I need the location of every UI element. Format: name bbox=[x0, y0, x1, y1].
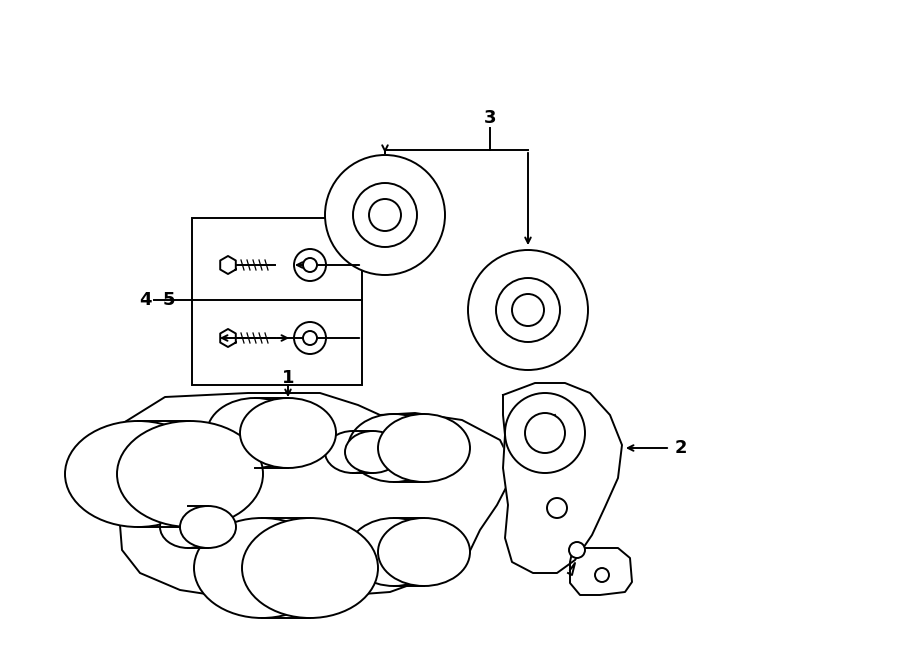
Circle shape bbox=[294, 249, 326, 281]
Ellipse shape bbox=[65, 421, 211, 527]
Ellipse shape bbox=[240, 398, 336, 468]
Ellipse shape bbox=[378, 518, 470, 586]
Ellipse shape bbox=[345, 431, 401, 473]
Bar bbox=[192, 218, 362, 385]
Text: 5: 5 bbox=[163, 291, 175, 309]
Text: 2: 2 bbox=[675, 439, 688, 457]
Ellipse shape bbox=[180, 506, 236, 548]
Polygon shape bbox=[220, 256, 236, 274]
Ellipse shape bbox=[348, 518, 440, 586]
Circle shape bbox=[353, 183, 417, 247]
Text: 3: 3 bbox=[484, 109, 496, 127]
Circle shape bbox=[303, 258, 317, 272]
Ellipse shape bbox=[194, 518, 330, 618]
Ellipse shape bbox=[207, 398, 303, 468]
Circle shape bbox=[525, 413, 565, 453]
Ellipse shape bbox=[325, 431, 381, 473]
Circle shape bbox=[294, 322, 326, 354]
Circle shape bbox=[369, 199, 401, 231]
Circle shape bbox=[303, 331, 317, 345]
Circle shape bbox=[547, 498, 567, 518]
Circle shape bbox=[468, 250, 588, 370]
Circle shape bbox=[325, 155, 445, 275]
Ellipse shape bbox=[242, 518, 378, 618]
Ellipse shape bbox=[160, 506, 216, 548]
Text: 4: 4 bbox=[140, 291, 152, 309]
Circle shape bbox=[569, 542, 585, 558]
Circle shape bbox=[595, 568, 609, 582]
Circle shape bbox=[512, 294, 544, 326]
Text: 1: 1 bbox=[282, 369, 294, 387]
Polygon shape bbox=[570, 548, 632, 595]
Ellipse shape bbox=[378, 414, 470, 482]
Circle shape bbox=[496, 278, 560, 342]
Polygon shape bbox=[503, 383, 622, 573]
Polygon shape bbox=[220, 329, 236, 347]
Ellipse shape bbox=[348, 414, 440, 482]
Ellipse shape bbox=[117, 421, 263, 527]
Circle shape bbox=[505, 393, 585, 473]
